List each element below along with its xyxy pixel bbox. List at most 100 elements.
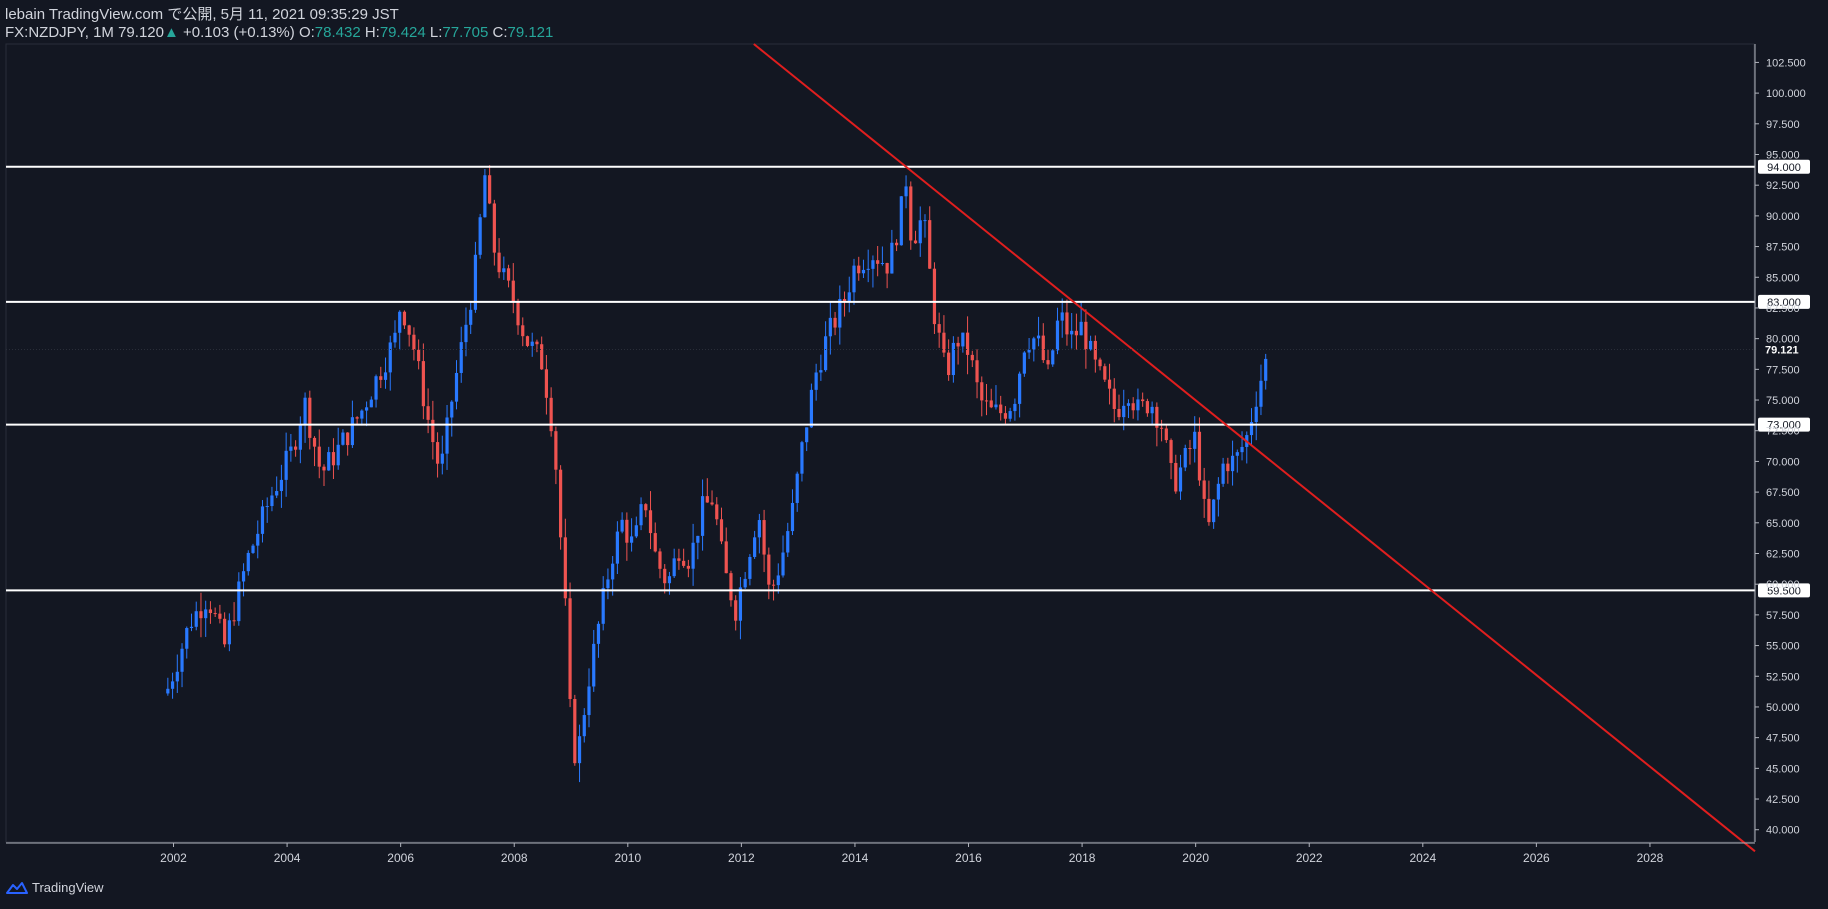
candle-body[interactable] — [824, 336, 828, 371]
candle-body[interactable] — [1150, 406, 1154, 414]
candle-body[interactable] — [364, 407, 369, 411]
candle-body[interactable] — [279, 479, 284, 492]
candle-body[interactable] — [1221, 463, 1225, 484]
candle-body[interactable] — [1202, 480, 1206, 499]
candle-body[interactable] — [275, 491, 279, 496]
candle-body[interactable] — [180, 648, 184, 672]
candle-body[interactable] — [686, 565, 690, 569]
candle-body[interactable] — [663, 568, 667, 584]
candle-body[interactable] — [899, 196, 903, 246]
candle-body[interactable] — [421, 361, 425, 407]
candle-body[interactable] — [398, 311, 402, 333]
candle-body[interactable] — [615, 531, 619, 564]
candle-body[interactable] — [691, 542, 695, 569]
candle-body[interactable] — [1216, 483, 1220, 500]
candle-body[interactable] — [909, 186, 913, 241]
candle-body[interactable] — [625, 519, 629, 543]
candle-body[interactable] — [185, 628, 189, 649]
candle-body[interactable] — [592, 643, 596, 687]
candle-body[interactable] — [540, 344, 544, 370]
candle-body[interactable] — [402, 311, 407, 326]
candle-body[interactable] — [407, 325, 411, 335]
candle-body[interactable] — [677, 558, 681, 561]
candle-body[interactable] — [341, 432, 345, 445]
candle-body[interactable] — [237, 581, 241, 622]
candle-body[interactable] — [303, 397, 307, 425]
candle-body[interactable] — [227, 620, 231, 645]
candle-body[interactable] — [738, 587, 743, 621]
candle-body[interactable] — [771, 584, 776, 586]
candle-body[interactable] — [634, 525, 638, 537]
candle-body[interactable] — [241, 571, 246, 582]
price-axis[interactable]: 40.000 42.500 45.000 47.500 50.000 52.500 55.0… — [1755, 57, 1806, 837]
symbol-label[interactable]: FX:NZDJPY, 1M — [5, 24, 114, 41]
candle-body[interactable] — [1018, 373, 1022, 404]
candle-body[interactable] — [1188, 448, 1192, 450]
candle-body[interactable] — [1164, 428, 1168, 441]
candle-body[interactable] — [838, 299, 842, 328]
candle-body[interactable] — [166, 688, 170, 694]
candle-body[interactable] — [194, 611, 198, 627]
candle-body[interactable] — [1070, 330, 1074, 335]
candle-body[interactable] — [1136, 399, 1140, 411]
candle-body[interactable] — [559, 469, 563, 538]
candle-body[interactable] — [672, 558, 676, 577]
candle-body[interactable] — [999, 404, 1003, 414]
candle-body[interactable] — [1046, 360, 1050, 365]
candle-body[interactable] — [289, 446, 293, 451]
candle-body[interactable] — [1159, 427, 1164, 429]
candle-body[interactable] — [1249, 422, 1254, 436]
candle-body[interactable] — [1079, 321, 1083, 336]
candle-body[interactable] — [189, 626, 194, 629]
candle-body[interactable] — [795, 473, 799, 503]
candle-body[interactable] — [535, 341, 539, 345]
time-axis[interactable]: 2002 2004 2006 2008 2010 2012 2014 2016 2018 2020… — [160, 843, 1664, 865]
plot-area[interactable] — [5, 43, 1755, 843]
candle-body[interactable] — [800, 442, 804, 474]
candle-body[interactable] — [757, 520, 761, 538]
candle-body[interactable] — [776, 575, 780, 586]
candle-body[interactable] — [743, 578, 747, 588]
candle-body[interactable] — [1051, 350, 1055, 365]
candle-body[interactable] — [412, 334, 416, 350]
candle-body[interactable] — [629, 536, 634, 543]
candle-body[interactable] — [175, 671, 179, 682]
candle-body[interactable] — [1107, 379, 1112, 389]
candle-body[interactable] — [478, 217, 482, 255]
candle-body[interactable] — [312, 437, 317, 447]
candle-body[interactable] — [648, 510, 653, 534]
candle-body[interactable] — [842, 299, 847, 302]
candle-body[interactable] — [932, 268, 937, 325]
candle-body[interactable] — [577, 736, 582, 764]
candle-body[interactable] — [350, 417, 354, 446]
candle-body[interactable] — [1240, 446, 1244, 453]
candle-body[interactable] — [658, 551, 662, 569]
candle-body[interactable] — [767, 554, 771, 585]
candle-body[interactable] — [1022, 352, 1026, 374]
candle-body[interactable] — [582, 715, 586, 737]
candle-body[interactable] — [653, 533, 657, 552]
candle-body[interactable] — [360, 410, 364, 419]
candle-body[interactable] — [483, 175, 487, 218]
candle-body[interactable] — [431, 419, 435, 443]
candle-body[interactable] — [1155, 406, 1159, 428]
candle-body[interactable] — [847, 292, 851, 302]
candle-body[interactable] — [445, 417, 449, 454]
candle-body[interactable] — [790, 502, 795, 532]
candle-body[interactable] — [819, 370, 823, 373]
candle-body[interactable] — [298, 424, 302, 450]
candle-body[interactable] — [544, 369, 549, 398]
candle-body[interactable] — [208, 609, 213, 614]
candle-body[interactable] — [1178, 467, 1183, 492]
candle-body[interactable] — [336, 444, 340, 466]
candle-body[interactable] — [587, 686, 591, 716]
candle-body[interactable] — [890, 242, 894, 274]
candle-body[interactable] — [814, 372, 818, 390]
candle-body[interactable] — [965, 332, 970, 355]
candle-body[interactable] — [218, 613, 222, 619]
candle-body[interactable] — [1060, 312, 1064, 321]
candle-body[interactable] — [379, 376, 383, 380]
candle-body[interactable] — [1008, 411, 1012, 419]
candle-body[interactable] — [1197, 431, 1202, 481]
candle-body[interactable] — [828, 317, 832, 337]
